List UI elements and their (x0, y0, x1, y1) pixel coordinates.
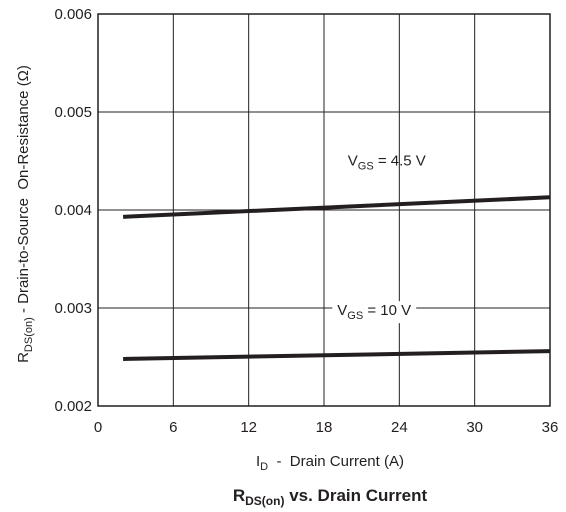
y-tick-label: 0.005 (54, 104, 92, 121)
x-tick-label: 36 (542, 419, 559, 436)
series-line-1 (123, 349, 551, 361)
tick-labels: 0 6 12 18 24 30 36 0.002 0.003 0.004 0.005 0.006 (54, 6, 558, 436)
series-label-vgs-4-5: VGS = 4.5 V (348, 153, 426, 173)
y-tick-label: 0.006 (54, 6, 92, 23)
series-label-background (332, 301, 417, 324)
series-lines (123, 195, 551, 361)
series-line-0 (123, 195, 551, 219)
x-tick-label: 30 (466, 419, 483, 436)
x-tick-label: 18 (316, 419, 333, 436)
x-tick-label: 0 (94, 419, 102, 436)
y-tick-label: 0.004 (54, 202, 92, 219)
y-axis-label: RDS(on) - Drain-to-Source On-Resistance … (15, 65, 35, 363)
series-label-vgs-10: VGS = 10 V (337, 302, 411, 322)
y-tick-label: 0.002 (54, 398, 92, 415)
y-tick-label: 0.003 (54, 300, 92, 317)
x-tick-label: 24 (391, 419, 408, 436)
x-tick-label: 6 (169, 419, 177, 436)
grid (98, 14, 550, 406)
x-axis-label: ID - Drain Current (A) (256, 453, 404, 473)
chart-title: RDS(on) vs. Drain Current (233, 486, 428, 508)
plot-border (97, 13, 551, 407)
plot-frame (97, 13, 551, 407)
x-tick-label: 12 (240, 419, 257, 436)
